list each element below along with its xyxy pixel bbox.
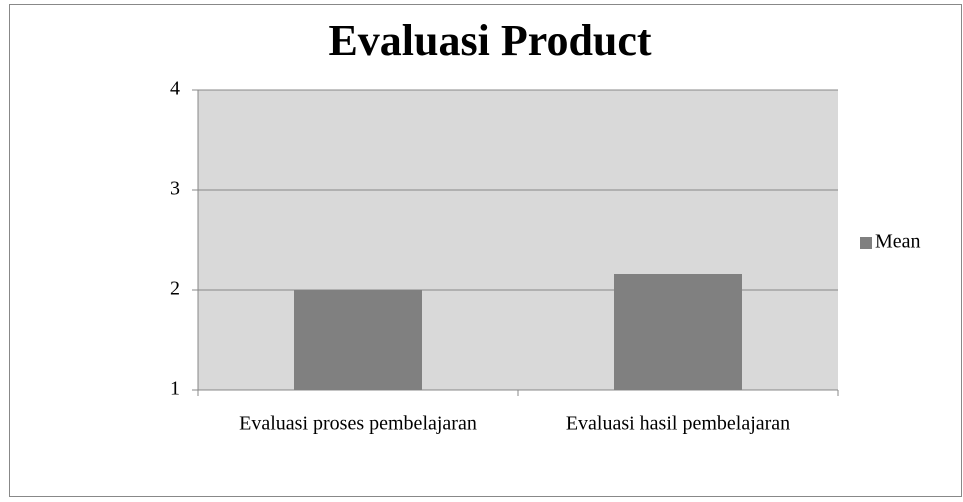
legend-label: Mean	[875, 231, 921, 253]
x-tick-label: Evaluasi proses pembelajaran	[239, 413, 477, 435]
y-tick-label: 3	[170, 178, 180, 200]
bar	[614, 274, 742, 390]
y-tick-label: 2	[170, 278, 180, 300]
legend-swatch	[860, 237, 872, 249]
y-tick-label: 4	[170, 78, 180, 100]
bar	[294, 290, 422, 390]
y-tick-label: 1	[170, 378, 180, 400]
chart-title: Evaluasi Product	[328, 16, 651, 65]
x-tick-label: Evaluasi hasil pembelajaran	[566, 413, 790, 435]
